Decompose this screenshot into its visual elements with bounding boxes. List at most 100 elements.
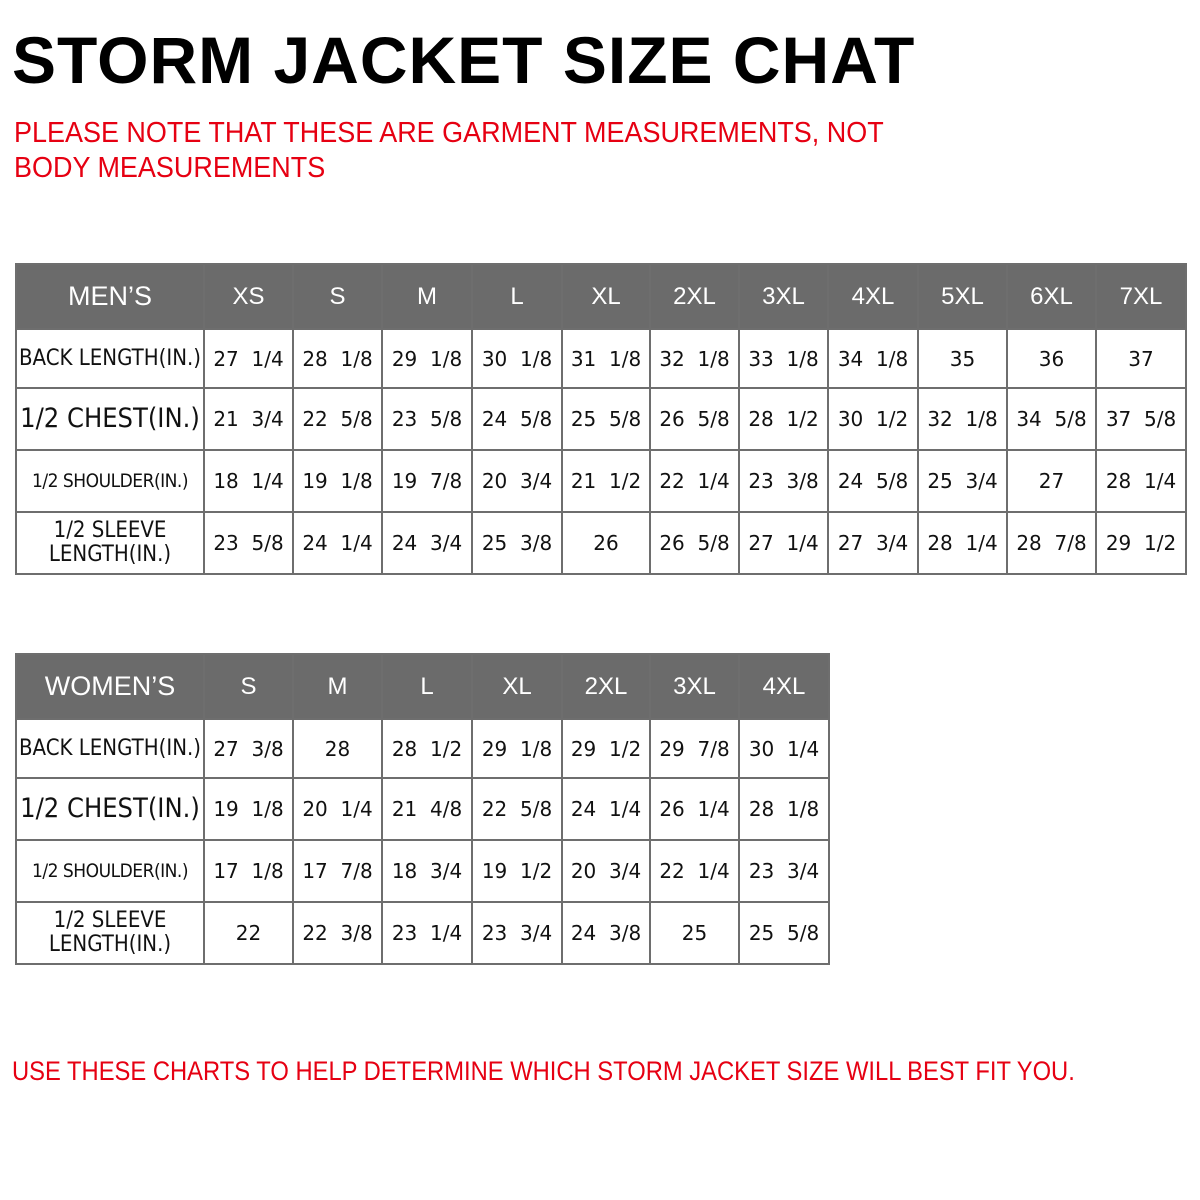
size-header: XL bbox=[471, 653, 563, 720]
measurement-value: 21 1/2 bbox=[561, 449, 651, 513]
table-label: WOMEN’S bbox=[15, 653, 205, 720]
measurement-label: BACK LENGTH(IN.) bbox=[15, 328, 205, 389]
measurement-label: BACK LENGTH(IN.) bbox=[15, 718, 205, 779]
size-header: 2XL bbox=[649, 263, 740, 330]
size-header: M bbox=[292, 653, 383, 720]
measurement-value: 23 5/8 bbox=[381, 387, 473, 451]
measurement-value: 28 1/4 bbox=[1095, 449, 1187, 513]
mens-size-table: MEN’S XS S M L XL 2XL 3XL 4XL 5XL 6XL 7XL BACK LENGT… bbox=[15, 263, 1187, 575]
size-header: 6XL bbox=[1006, 263, 1097, 330]
size-header: 4XL bbox=[738, 653, 830, 720]
table-row: BACK LENGTH(IN.) 27 3/8 28 28 1/2 29 1/8 29 1… bbox=[15, 718, 830, 779]
size-header: 3XL bbox=[649, 653, 740, 720]
measurement-value: 24 3/8 bbox=[561, 901, 651, 965]
measurement-value: 26 bbox=[561, 511, 651, 575]
measurement-value: 32 1/8 bbox=[649, 328, 740, 389]
measurement-value: 27 3/4 bbox=[827, 511, 919, 575]
measurement-label: 1/2 SHOULDER(IN.) bbox=[15, 839, 205, 903]
size-header: XS bbox=[203, 263, 294, 330]
measurement-value: 29 1/8 bbox=[381, 328, 473, 389]
measurement-value: 34 1/8 bbox=[827, 328, 919, 389]
measurement-value: 21 3/4 bbox=[203, 387, 294, 451]
header-row: WOMEN’S S M L XL 2XL 3XL 4XL bbox=[15, 653, 830, 720]
measurement-label: 1/2 SLEEVE LENGTH(IN.) bbox=[15, 511, 205, 575]
measurement-value: 19 1/8 bbox=[292, 449, 383, 513]
measurement-value: 21 4/8 bbox=[381, 777, 473, 841]
measurement-label: 1/2 SLEEVE LENGTH(IN.) bbox=[15, 901, 205, 965]
measurement-value: 19 1/2 bbox=[471, 839, 563, 903]
measurement-value: 24 3/4 bbox=[381, 511, 473, 575]
header-row: MEN’S XS S M L XL 2XL 3XL 4XL 5XL 6XL 7XL bbox=[15, 263, 1187, 330]
measurement-value: 20 3/4 bbox=[471, 449, 563, 513]
measurement-value: 25 5/8 bbox=[738, 901, 830, 965]
measurement-value: 25 bbox=[649, 901, 740, 965]
measurement-value: 22 1/4 bbox=[649, 449, 740, 513]
measurement-value: 20 1/4 bbox=[292, 777, 383, 841]
measurement-value: 25 5/8 bbox=[561, 387, 651, 451]
measurement-value: 23 1/4 bbox=[381, 901, 473, 965]
measurement-value: 25 3/8 bbox=[471, 511, 563, 575]
measurement-value: 37 bbox=[1095, 328, 1187, 389]
garment-measurement-note: PLEASE NOTE THAT THESE ARE GARMENT MEASU… bbox=[14, 117, 884, 184]
measurement-value: 30 1/8 bbox=[471, 328, 563, 389]
size-header: 3XL bbox=[738, 263, 829, 330]
size-header: 2XL bbox=[561, 653, 651, 720]
measurement-value: 35 bbox=[917, 328, 1008, 389]
measurement-value: 27 bbox=[1006, 449, 1097, 513]
measurement-value: 27 3/8 bbox=[203, 718, 294, 779]
measurement-label: 1/2 CHEST(IN.) bbox=[15, 387, 205, 451]
table-row: 1/2 SHOULDER(IN.) 18 1/4 19 1/8 19 7/8 20 3/… bbox=[15, 449, 1187, 513]
table-row: 1/2 CHEST(IN.) 19 1/8 20 1/4 21 4/8 22 5/8 24… bbox=[15, 777, 830, 841]
measurement-value: 32 1/8 bbox=[917, 387, 1008, 451]
measurement-value: 24 1/4 bbox=[292, 511, 383, 575]
measurement-value: 19 7/8 bbox=[381, 449, 473, 513]
measurement-value: 18 1/4 bbox=[203, 449, 294, 513]
size-header: 5XL bbox=[917, 263, 1008, 330]
measurement-value: 28 1/2 bbox=[381, 718, 473, 779]
table-row: 1/2 SHOULDER(IN.) 17 1/8 17 7/8 18 3/4 19 1/… bbox=[15, 839, 830, 903]
measurement-value: 22 1/4 bbox=[649, 839, 740, 903]
measurement-value: 30 1/4 bbox=[738, 718, 830, 779]
measurement-value: 28 1/8 bbox=[292, 328, 383, 389]
measurement-value: 29 7/8 bbox=[649, 718, 740, 779]
measurement-value: 24 5/8 bbox=[827, 449, 919, 513]
table-label: MEN’S bbox=[15, 263, 205, 330]
page-title: STORM JACKET SIZE CHAT bbox=[12, 23, 916, 97]
measurement-value: 22 5/8 bbox=[292, 387, 383, 451]
measurement-value: 23 5/8 bbox=[203, 511, 294, 575]
size-header: 7XL bbox=[1095, 263, 1187, 330]
measurement-value: 27 1/4 bbox=[203, 328, 294, 389]
size-header: L bbox=[471, 263, 563, 330]
measurement-value: 28 bbox=[292, 718, 383, 779]
measurement-value: 28 1/2 bbox=[738, 387, 829, 451]
measurement-value: 30 1/2 bbox=[827, 387, 919, 451]
measurement-value: 24 1/4 bbox=[561, 777, 651, 841]
table-row: 1/2 SLEEVE LENGTH(IN.) 22 22 3/8 23 1/4 23 3… bbox=[15, 901, 830, 965]
measurement-label: 1/2 CHEST(IN.) bbox=[15, 777, 205, 841]
size-header: S bbox=[292, 263, 383, 330]
measurement-value: 18 3/4 bbox=[381, 839, 473, 903]
measurement-value: 27 1/4 bbox=[738, 511, 829, 575]
measurement-value: 22 bbox=[203, 901, 294, 965]
measurement-value: 29 1/2 bbox=[561, 718, 651, 779]
measurement-value: 26 1/4 bbox=[649, 777, 740, 841]
measurement-value: 29 1/8 bbox=[471, 718, 563, 779]
measurement-value: 17 7/8 bbox=[292, 839, 383, 903]
table-row: BACK LENGTH(IN.) 27 1/4 28 1/8 29 1/8 30 1/8… bbox=[15, 328, 1187, 389]
measurement-value: 36 bbox=[1006, 328, 1097, 389]
measurement-value: 24 5/8 bbox=[471, 387, 563, 451]
womens-size-table: WOMEN’S S M L XL 2XL 3XL 4XL BACK LENGTH(IN.) 27 … bbox=[15, 653, 830, 965]
measurement-value: 26 5/8 bbox=[649, 511, 740, 575]
table-row: 1/2 SLEEVE LENGTH(IN.) 23 5/8 24 1/4 24 3/4… bbox=[15, 511, 1187, 575]
measurement-value: 23 3/4 bbox=[738, 839, 830, 903]
size-header: XL bbox=[561, 263, 651, 330]
measurement-value: 19 1/8 bbox=[203, 777, 294, 841]
measurement-value: 23 3/4 bbox=[471, 901, 563, 965]
size-header: L bbox=[381, 653, 473, 720]
measurement-label: 1/2 SHOULDER(IN.) bbox=[15, 449, 205, 513]
size-header: M bbox=[381, 263, 473, 330]
measurement-value: 25 3/4 bbox=[917, 449, 1008, 513]
size-header: S bbox=[203, 653, 294, 720]
measurement-value: 28 1/8 bbox=[738, 777, 830, 841]
measurement-value: 28 7/8 bbox=[1006, 511, 1097, 575]
